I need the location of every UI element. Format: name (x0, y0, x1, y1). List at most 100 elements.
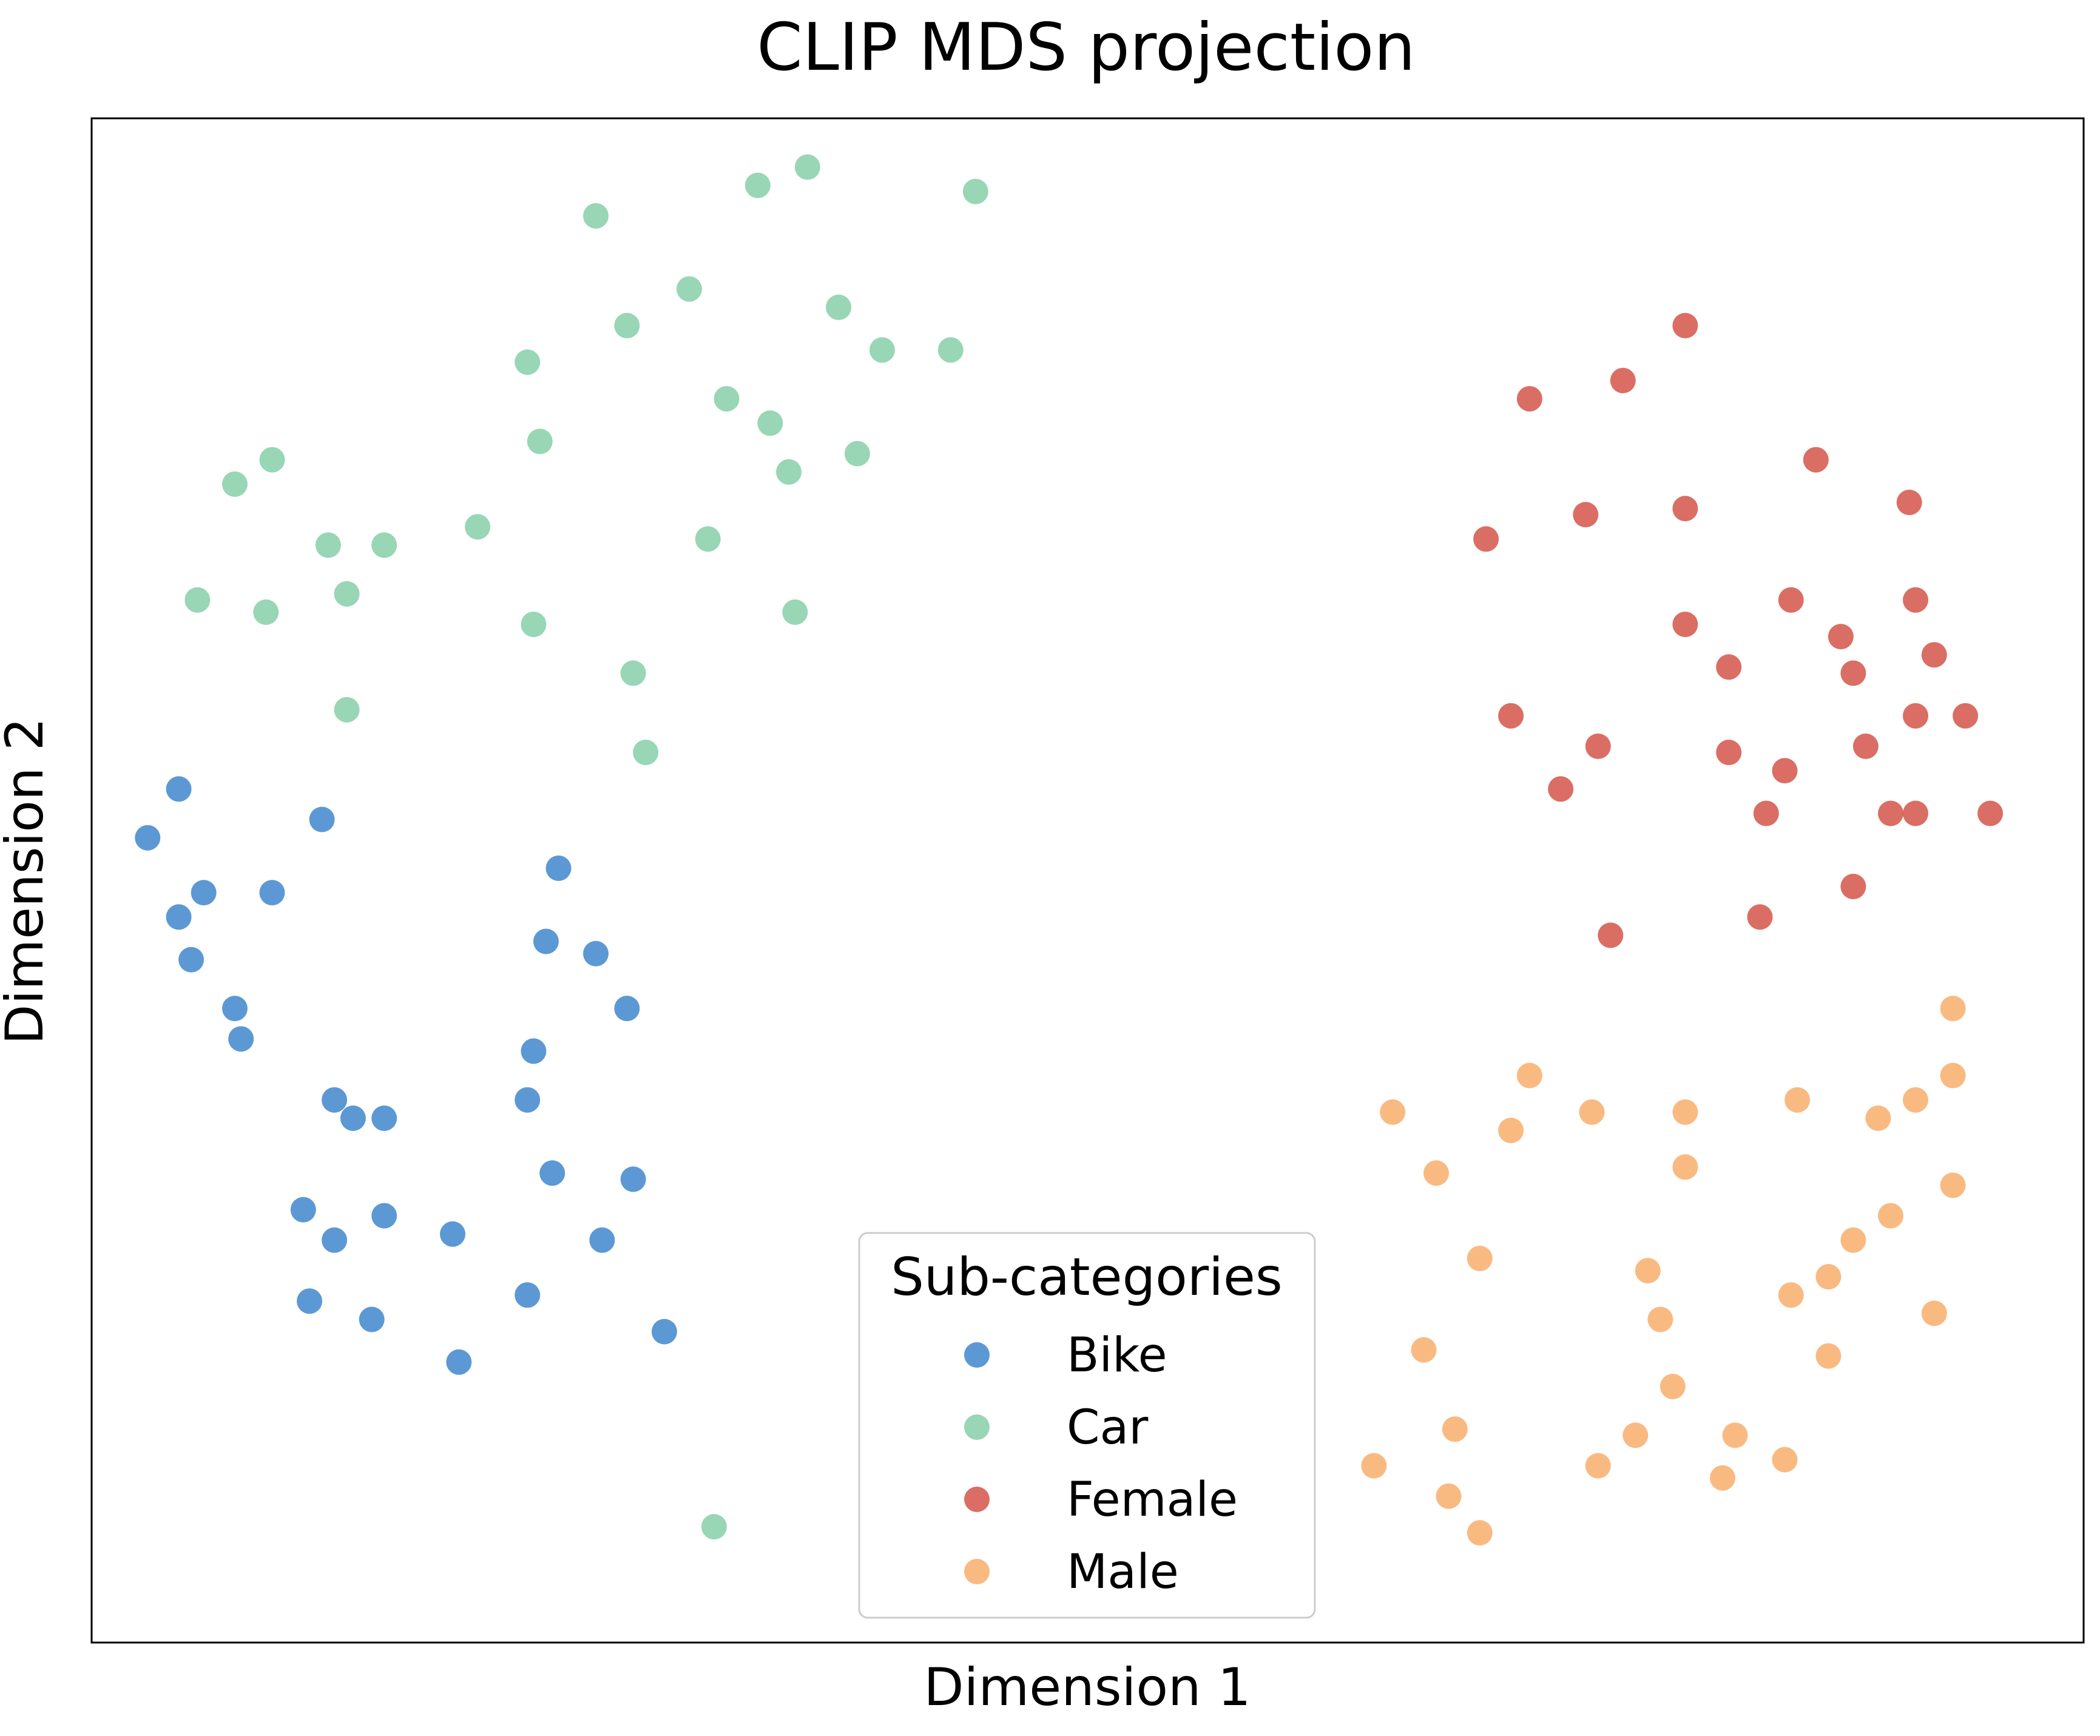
data-point-female-27 (1840, 874, 1866, 899)
data-point-car-9 (937, 337, 964, 363)
data-point-car-13 (844, 441, 870, 467)
data-point-female-28 (1747, 904, 1773, 930)
data-point-bike-17 (515, 1087, 541, 1113)
data-point-male-5 (1672, 1099, 1698, 1125)
data-point-male-31 (1710, 1465, 1735, 1491)
data-point-car-0 (583, 203, 609, 229)
data-point-female-5 (1473, 526, 1499, 552)
data-point-male-20 (1411, 1337, 1437, 1363)
data-point-female-1 (1610, 368, 1636, 394)
data-point-male-1 (1516, 1062, 1542, 1089)
data-point-bike-7 (222, 996, 248, 1021)
data-point-bike-24 (589, 1227, 615, 1253)
data-point-male-4 (1579, 1099, 1605, 1125)
data-point-male-14 (1878, 1203, 1903, 1229)
data-point-bike-8 (228, 1026, 254, 1052)
data-point-bike-26 (359, 1306, 385, 1332)
data-point-male-8 (1903, 1087, 1928, 1113)
data-point-female-22 (1772, 758, 1798, 784)
data-point-bike-21 (440, 1221, 465, 1247)
data-point-female-26 (1977, 800, 2004, 826)
data-point-male-15 (1467, 1246, 1493, 1271)
legend-marker-bike (964, 1342, 990, 1368)
data-point-male-29 (1436, 1483, 1462, 1509)
data-point-female-16 (1585, 733, 1611, 759)
data-point-bike-18 (290, 1197, 316, 1223)
data-point-bike-27 (515, 1282, 541, 1308)
data-point-bike-22 (539, 1160, 566, 1186)
data-point-bike-28 (446, 1349, 472, 1375)
data-point-car-14 (776, 459, 802, 485)
legend-title: Sub-categories (891, 1247, 1283, 1308)
data-point-female-9 (1903, 587, 1928, 613)
data-point-bike-20 (371, 1203, 397, 1229)
data-point-car-27 (334, 697, 360, 723)
data-point-male-6 (1784, 1087, 1811, 1113)
data-point-female-2 (1516, 386, 1542, 412)
data-point-male-13 (1840, 1227, 1866, 1253)
data-point-bike-3 (191, 880, 217, 906)
data-point-car-25 (782, 599, 808, 625)
data-point-car-3 (962, 178, 988, 204)
data-point-female-6 (1573, 502, 1599, 528)
chart-title: CLIP MDS projection (757, 10, 1415, 86)
data-point-car-11 (757, 410, 783, 436)
data-point-bike-13 (521, 1038, 547, 1064)
data-point-bike-16 (371, 1105, 397, 1131)
data-point-car-6 (515, 349, 541, 375)
data-point-female-17 (1716, 740, 1742, 765)
data-point-car-29 (701, 1514, 727, 1540)
legend-entries: Bike Car Female Male (964, 1328, 1238, 1599)
data-point-bike-6 (178, 947, 204, 973)
points-layer (135, 154, 2004, 1546)
data-point-male-21 (1921, 1300, 1947, 1326)
data-point-car-12 (527, 428, 553, 454)
data-point-bike-5 (166, 904, 192, 930)
data-point-car-10 (714, 386, 740, 412)
series-female (1473, 312, 2004, 948)
data-point-car-22 (253, 599, 279, 625)
data-point-car-4 (676, 276, 702, 302)
legend-label-car: Car (1067, 1400, 1149, 1455)
data-point-female-12 (1921, 642, 1947, 668)
data-point-bike-15 (340, 1105, 366, 1131)
data-point-female-14 (1840, 660, 1866, 686)
data-point-bike-11 (583, 941, 609, 967)
data-point-car-16 (222, 471, 248, 497)
data-point-car-5 (614, 312, 640, 339)
data-point-car-8 (869, 337, 895, 363)
legend-marker-female (964, 1487, 990, 1512)
data-point-bike-10 (533, 928, 559, 954)
data-point-female-29 (1598, 922, 1624, 948)
data-point-male-11 (1672, 1154, 1698, 1180)
data-point-bike-25 (297, 1288, 323, 1314)
data-point-bike-29 (651, 1319, 677, 1345)
data-point-female-20 (1953, 703, 1979, 729)
data-point-car-15 (259, 447, 285, 473)
data-point-female-3 (1803, 447, 1829, 473)
data-point-male-3 (1498, 1118, 1524, 1143)
data-point-bike-23 (620, 1166, 646, 1192)
legend-label-female: Female (1067, 1473, 1238, 1527)
data-point-female-10 (1672, 612, 1698, 637)
legend-label-bike: Bike (1067, 1328, 1167, 1383)
series-bike (135, 776, 677, 1375)
data-point-bike-9 (545, 855, 572, 881)
data-point-male-18 (1647, 1306, 1673, 1332)
data-point-car-17 (315, 532, 341, 558)
legend-box (858, 1232, 1316, 1619)
data-point-male-17 (1815, 1264, 1842, 1290)
data-point-male-22 (1659, 1374, 1686, 1399)
x-axis-label: Dimension 1 (923, 1657, 1251, 1718)
data-point-male-9 (1940, 1062, 1966, 1089)
data-point-male-32 (1467, 1520, 1493, 1546)
data-point-male-26 (1722, 1422, 1748, 1448)
data-point-bike-12 (614, 996, 640, 1021)
data-point-female-15 (1498, 703, 1524, 729)
data-point-female-0 (1672, 312, 1698, 339)
data-point-male-10 (1423, 1160, 1449, 1186)
data-point-female-21 (1548, 776, 1574, 802)
data-point-bike-1 (135, 825, 161, 851)
data-point-female-25 (1903, 800, 1928, 826)
data-point-male-16 (1635, 1258, 1661, 1284)
